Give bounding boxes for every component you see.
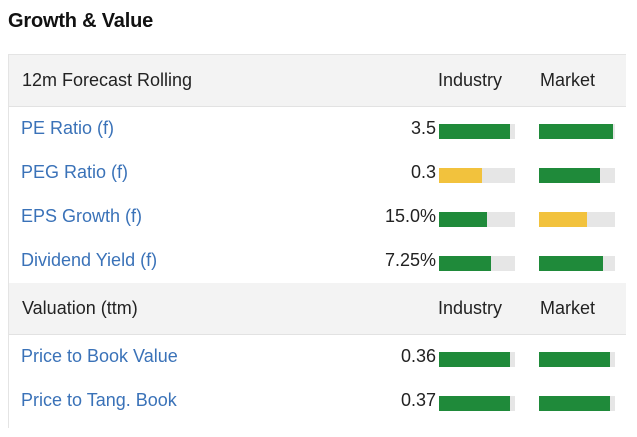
page-title: Growth & Value [8, 10, 154, 32]
metric-link[interactable]: Price to Book Value [21, 346, 178, 366]
market-bar-fill [539, 168, 600, 183]
column-header-market: Market [540, 298, 596, 318]
metric-value: 7.25% [384, 250, 436, 270]
section-label: Valuation (ttm) [22, 298, 138, 318]
metric-value: 3.5 [410, 118, 436, 138]
column-header-industry: Industry [438, 70, 503, 90]
industry-bar-fill [439, 168, 483, 183]
market-comparison-bar [539, 168, 615, 183]
industry-bar-fill [439, 352, 510, 367]
industry-bar-fill [439, 212, 487, 227]
metric-row: EPS Growth (f) 15.0% [9, 195, 626, 239]
metric-row: Dividend Yield (f) 7.25% [9, 239, 626, 283]
market-bar-fill [539, 352, 610, 367]
industry-bar-fill [439, 124, 510, 139]
section-header: Valuation (ttm) Industry Market [9, 283, 626, 335]
market-bar-fill [539, 124, 613, 139]
metric-link[interactable]: Dividend Yield (f) [21, 250, 158, 270]
column-header-market: Market [540, 70, 596, 90]
section-label: 12m Forecast Rolling [22, 70, 193, 90]
industry-comparison-bar [439, 124, 515, 139]
industry-comparison-bar [439, 352, 515, 367]
industry-bar-fill [439, 256, 491, 271]
metric-link[interactable]: EPS Growth (f) [21, 206, 143, 226]
market-bar-fill [539, 396, 610, 411]
industry-comparison-bar [439, 256, 515, 271]
metric-link[interactable]: PE Ratio (f) [21, 118, 115, 138]
metric-value: 0.37 [400, 390, 436, 410]
market-comparison-bar [539, 256, 615, 271]
metric-row: Price to Tang. Book 0.37 [9, 379, 626, 423]
column-header-industry: Industry [438, 298, 503, 318]
metric-value: 15.0% [384, 206, 436, 226]
metric-row: PEG Ratio (f) 0.3 [9, 151, 626, 195]
metric-value: 0.36 [400, 346, 436, 366]
metric-value: 0.3 [410, 162, 436, 182]
growth-value-panel: 12m Forecast Rolling Industry Market PE Rat… [8, 54, 626, 428]
metric-link[interactable]: Price to Tang. Book [21, 390, 177, 410]
metric-row: Price to Book Value 0.36 [9, 335, 626, 379]
market-comparison-bar [539, 396, 615, 411]
industry-bar-fill [439, 396, 510, 411]
industry-comparison-bar [439, 212, 515, 227]
metric-link[interactable]: PEG Ratio (f) [21, 162, 129, 182]
industry-comparison-bar [439, 168, 515, 183]
market-comparison-bar [539, 212, 615, 227]
section-header: 12m Forecast Rolling Industry Market [9, 55, 626, 107]
metric-row: PE Ratio (f) 3.5 [9, 107, 626, 151]
market-comparison-bar [539, 124, 615, 139]
market-comparison-bar [539, 352, 615, 367]
market-bar-fill [539, 256, 603, 271]
industry-comparison-bar [439, 396, 515, 411]
market-bar-fill [539, 212, 587, 227]
